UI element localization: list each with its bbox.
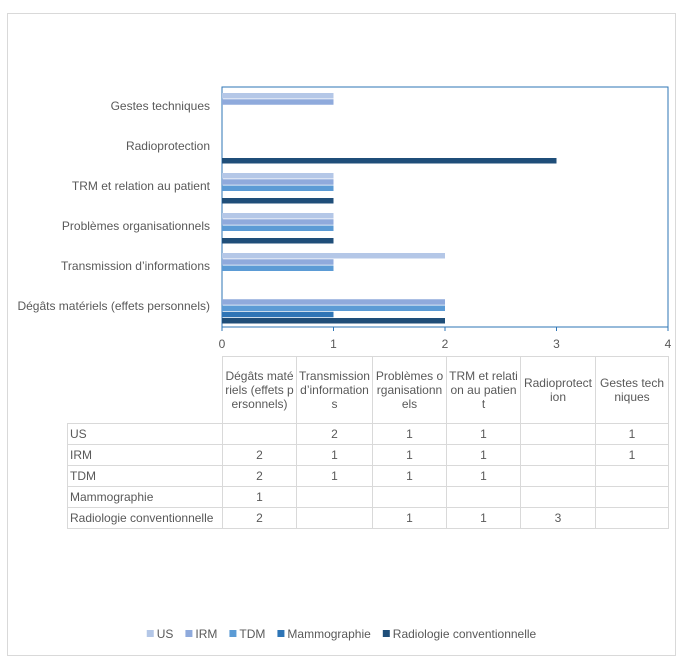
bar (222, 265, 334, 271)
x-tick-label: 2 (442, 337, 449, 351)
table-cell: 1 (446, 507, 521, 529)
legend-label: Radiologie conventionnelle (393, 627, 537, 641)
bar (222, 213, 334, 219)
table-header: Dégâts matériels (effets personnels) (222, 356, 297, 424)
bar (222, 198, 334, 204)
table-cell (520, 444, 596, 466)
table-cell (222, 423, 297, 445)
bar (222, 311, 334, 318)
legend-swatch (382, 630, 390, 637)
bar (222, 238, 334, 244)
y-tick-label: Dégâts matériels (effets personnels) (17, 299, 210, 313)
legend-swatch (229, 630, 237, 637)
table-cell: 1 (372, 465, 447, 487)
legend-swatch (277, 630, 285, 637)
table-cell (595, 507, 669, 529)
table-row: Radiologie conventionnelle 2 1 1 3 (67, 507, 669, 529)
table-cell: 1 (595, 423, 669, 445)
x-tick-label: 4 (665, 337, 672, 351)
table-cell: 1 (446, 465, 521, 487)
bar (222, 185, 334, 191)
table-row: TDM 2 1 1 1 (67, 465, 669, 487)
table-cell: 1 (446, 444, 521, 466)
table-cell (296, 507, 373, 529)
data-table: Dégâts matériels (effets personnels) Tran… (67, 356, 669, 529)
bar (222, 253, 445, 259)
table-series-name: US (67, 423, 223, 445)
bar (222, 93, 334, 99)
x-tick-label: 0 (219, 337, 226, 351)
table-cell: 1 (296, 444, 373, 466)
table-series-name: TDM (67, 465, 223, 487)
y-tick-label: Transmission d’informations (61, 259, 210, 273)
table-cell: 2 (222, 444, 297, 466)
table-header-row: Dégâts matériels (effets personnels) Tran… (67, 356, 669, 424)
y-tick-label: TRM et relation au patient (72, 179, 211, 193)
legend-label: IRM (195, 627, 217, 641)
legend-label: Mammographie (287, 627, 371, 641)
bar (222, 299, 445, 305)
bar (222, 225, 334, 231)
table-cell: 2 (296, 423, 373, 445)
bar (222, 305, 445, 311)
table-cell (595, 465, 669, 487)
table-cell (520, 423, 596, 445)
table-series-name: IRM (67, 444, 223, 466)
table-corner (67, 356, 223, 424)
table-row: IRM 2 1 1 1 1 (67, 444, 669, 466)
y-tick-label: Radioprotection (126, 139, 210, 153)
bar (222, 259, 334, 265)
table-cell: 1 (372, 507, 447, 529)
table-header: Transmission d’informations (296, 356, 373, 424)
table-cell (520, 465, 596, 487)
table-row: Mammographie 1 (67, 486, 669, 508)
bar (222, 99, 334, 105)
table-header: Problèmes organisationnels (372, 356, 447, 424)
table-row: US 2 1 1 1 (67, 423, 669, 445)
plot-border (221, 86, 669, 328)
legend-label: US (157, 627, 174, 641)
table-cell: 3 (520, 507, 596, 529)
table-cell (296, 486, 373, 508)
table-cell (446, 486, 521, 508)
table-cell: 1 (372, 444, 447, 466)
table-cell: 1 (222, 486, 297, 508)
table-cell: 1 (372, 423, 447, 445)
table-header: Gestes techniques (595, 356, 669, 424)
bar (222, 219, 334, 225)
bar (222, 318, 445, 324)
table-series-name: Radiologie conventionnelle (67, 507, 223, 529)
table-header: TRM et relation au patient (446, 356, 521, 424)
table-cell: 1 (595, 444, 669, 466)
x-tick-label: 1 (330, 337, 337, 351)
y-tick-label: Problèmes organisationnels (62, 219, 210, 233)
y-tick-label: Gestes techniques (111, 99, 210, 113)
legend-swatch (146, 630, 154, 637)
table-cell: 2 (222, 507, 297, 529)
bar (222, 158, 557, 164)
bar (222, 179, 334, 185)
table-header: Radioprotection (520, 356, 596, 424)
bar (222, 173, 334, 179)
table-cell: 1 (296, 465, 373, 487)
table-cell (595, 486, 669, 508)
table-series-name: Mammographie (67, 486, 223, 508)
table-cell: 1 (446, 423, 521, 445)
table-cell (372, 486, 447, 508)
legend-label: TDM (239, 627, 265, 641)
table-cell: 2 (222, 465, 297, 487)
legend-swatch (185, 630, 193, 637)
chart-border (7, 13, 676, 656)
x-tick-label: 3 (553, 337, 560, 351)
table-cell (520, 486, 596, 508)
